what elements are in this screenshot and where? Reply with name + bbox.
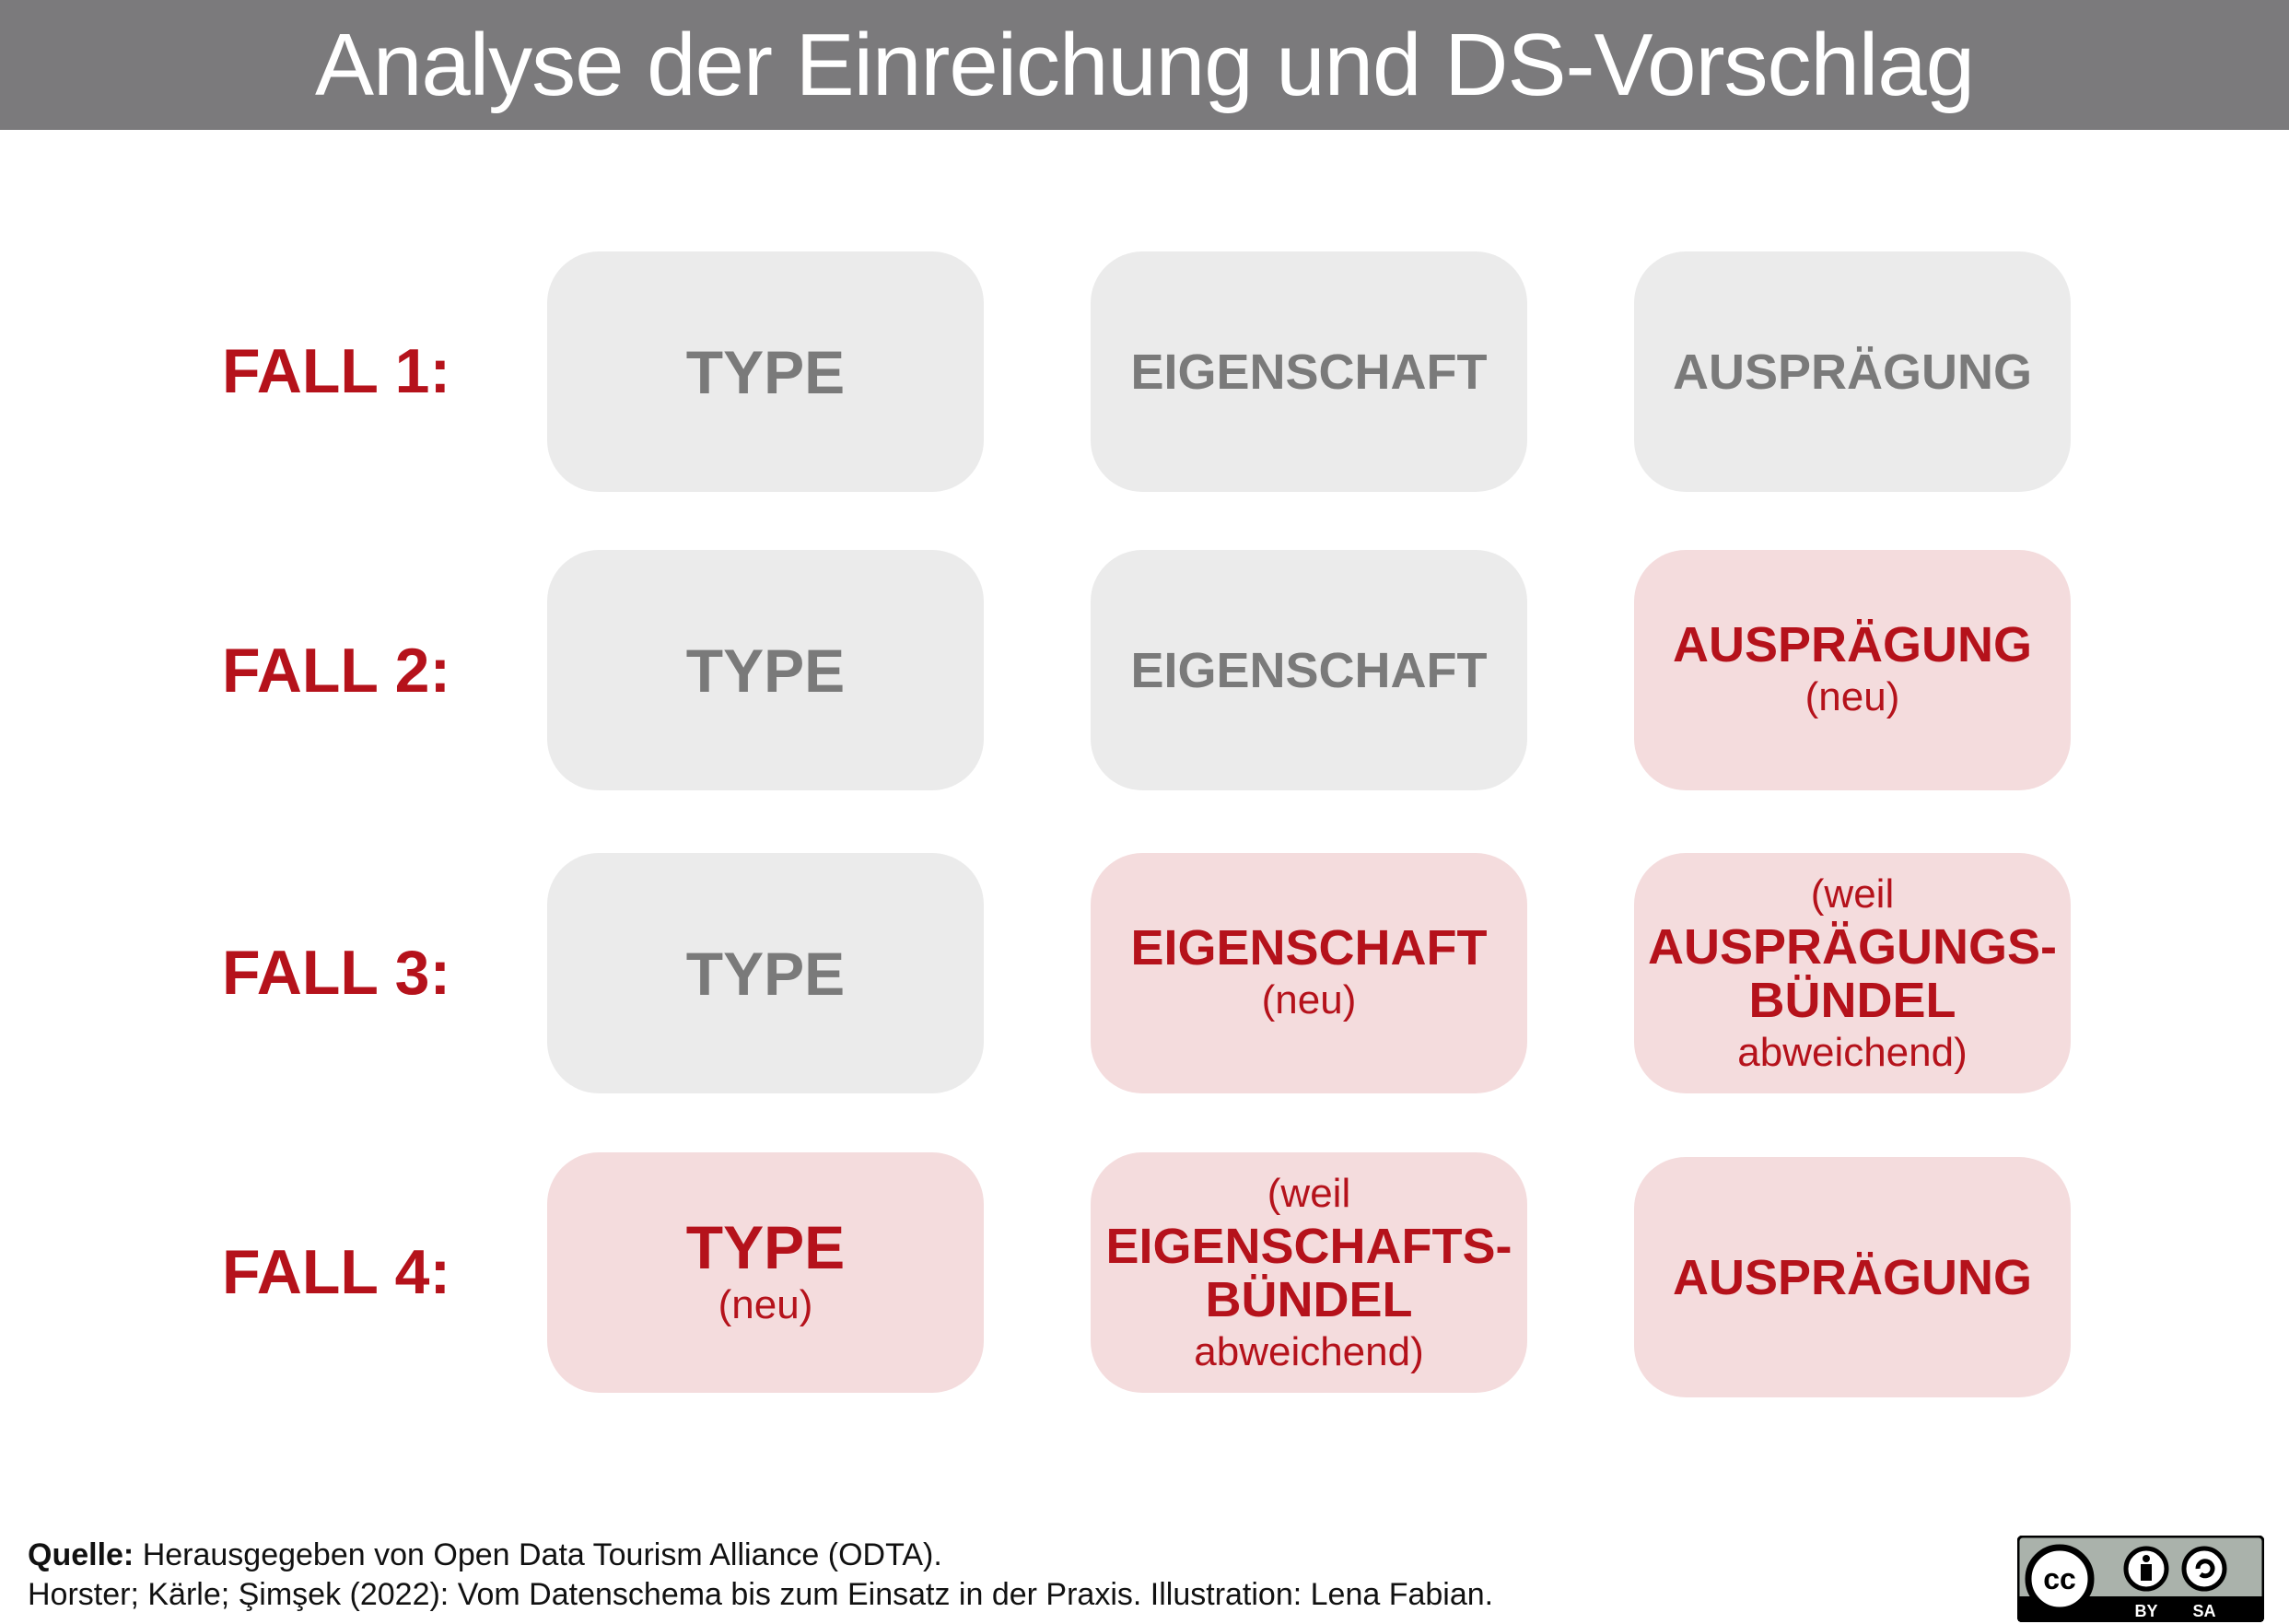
cc-logo-text: cc <box>2043 1562 2076 1595</box>
box-title: TYPE <box>685 1212 846 1281</box>
box-type: TYPE <box>547 550 984 790</box>
box-title: TYPE <box>685 939 846 1008</box>
box-title: EIGENSCHAFT <box>1130 344 1488 400</box>
box-title: AUSPRÄGUNG <box>1672 1249 2033 1305</box>
cc-by-sa-icon: cc BY SA <box>2017 1536 2264 1622</box>
box-post: abweichend) <box>1194 1328 1424 1374</box>
sa-arrow <box>2195 1559 2215 1579</box>
box-title-line-1: EIGENSCHAFTS- <box>1105 1218 1512 1274</box>
box-title-line-2: BÜNDEL <box>1748 972 1956 1028</box>
box-eigenschaftsbuendel: (weil EIGENSCHAFTS- BÜNDEL abweichend) <box>1091 1152 1527 1393</box>
box-auspraegung-new: AUSPRÄGUNG (neu) <box>1634 550 2071 790</box>
person-head <box>2143 1555 2150 1562</box>
box-type: TYPE <box>547 853 984 1093</box>
source-label: Quelle: <box>28 1537 134 1572</box>
box-auspraegung-pink: AUSPRÄGUNG <box>1634 1157 2071 1397</box>
page-title: Analyse der Einreichung und DS-Vorschlag <box>314 15 1975 114</box>
source-text: Herausgegeben von Open Data Tourism Alli… <box>134 1537 942 1572</box>
cc-circle-icon <box>2025 1544 2095 1614</box>
box-type: TYPE <box>547 251 984 492</box>
box-subtitle: (neu) <box>1261 976 1357 1022</box>
row-label-fall-2: FALL 2: <box>222 636 451 706</box>
citation-line: Horster; Kärle; Şimşek (2022): Vom Daten… <box>28 1577 1494 1612</box>
title-bar: Analyse der Einreichung und DS-Vorschlag <box>0 0 2289 130</box>
box-title: EIGENSCHAFT <box>1130 919 1488 976</box>
box-auspraegungsbuendel: (weil AUSPRÄGUNGS- BÜNDEL abweichend) <box>1634 853 2071 1093</box>
box-title: AUSPRÄGUNG <box>1672 616 2033 672</box>
box-eigenschaft-new: EIGENSCHAFT (neu) <box>1091 853 1527 1093</box>
box-subtitle: (neu) <box>718 1281 813 1327</box>
box-eigenschaft: EIGENSCHAFT <box>1091 251 1527 492</box>
box-title: EIGENSCHAFT <box>1130 642 1488 698</box>
box-type-new: TYPE (neu) <box>547 1152 984 1393</box>
sa-share-alike-icon <box>2181 1546 2227 1592</box>
box-title-line-2: BÜNDEL <box>1205 1271 1413 1327</box>
sa-label: SA <box>2192 1602 2215 1620</box>
row-label-fall-3: FALL 3: <box>222 938 451 1008</box>
row-label-fall-4: FALL 4: <box>222 1237 451 1307</box>
box-pre: (weil <box>1267 1170 1351 1216</box>
box-title: AUSPRÄGUNG <box>1672 344 2033 400</box>
by-label: BY <box>2134 1602 2157 1620</box>
box-post: abweichend) <box>1737 1029 1968 1075</box>
box-pre: (weil <box>1810 870 1895 917</box>
footer-credits: Quelle: Herausgegeben von Open Data Tour… <box>28 1536 1493 1615</box>
person-body <box>2141 1564 2152 1581</box>
box-title: TYPE <box>685 636 846 705</box>
source-line: Quelle: Herausgegeben von Open Data Tour… <box>28 1536 1493 1575</box>
box-auspraegung: AUSPRÄGUNG <box>1634 251 2071 492</box>
row-label-fall-1: FALL 1: <box>222 336 451 406</box>
box-title-line-1: AUSPRÄGUNGS- <box>1647 918 2058 975</box>
box-title: TYPE <box>685 337 846 406</box>
box-subtitle: (neu) <box>1804 673 1900 719</box>
box-eigenschaft: EIGENSCHAFT <box>1091 550 1527 790</box>
